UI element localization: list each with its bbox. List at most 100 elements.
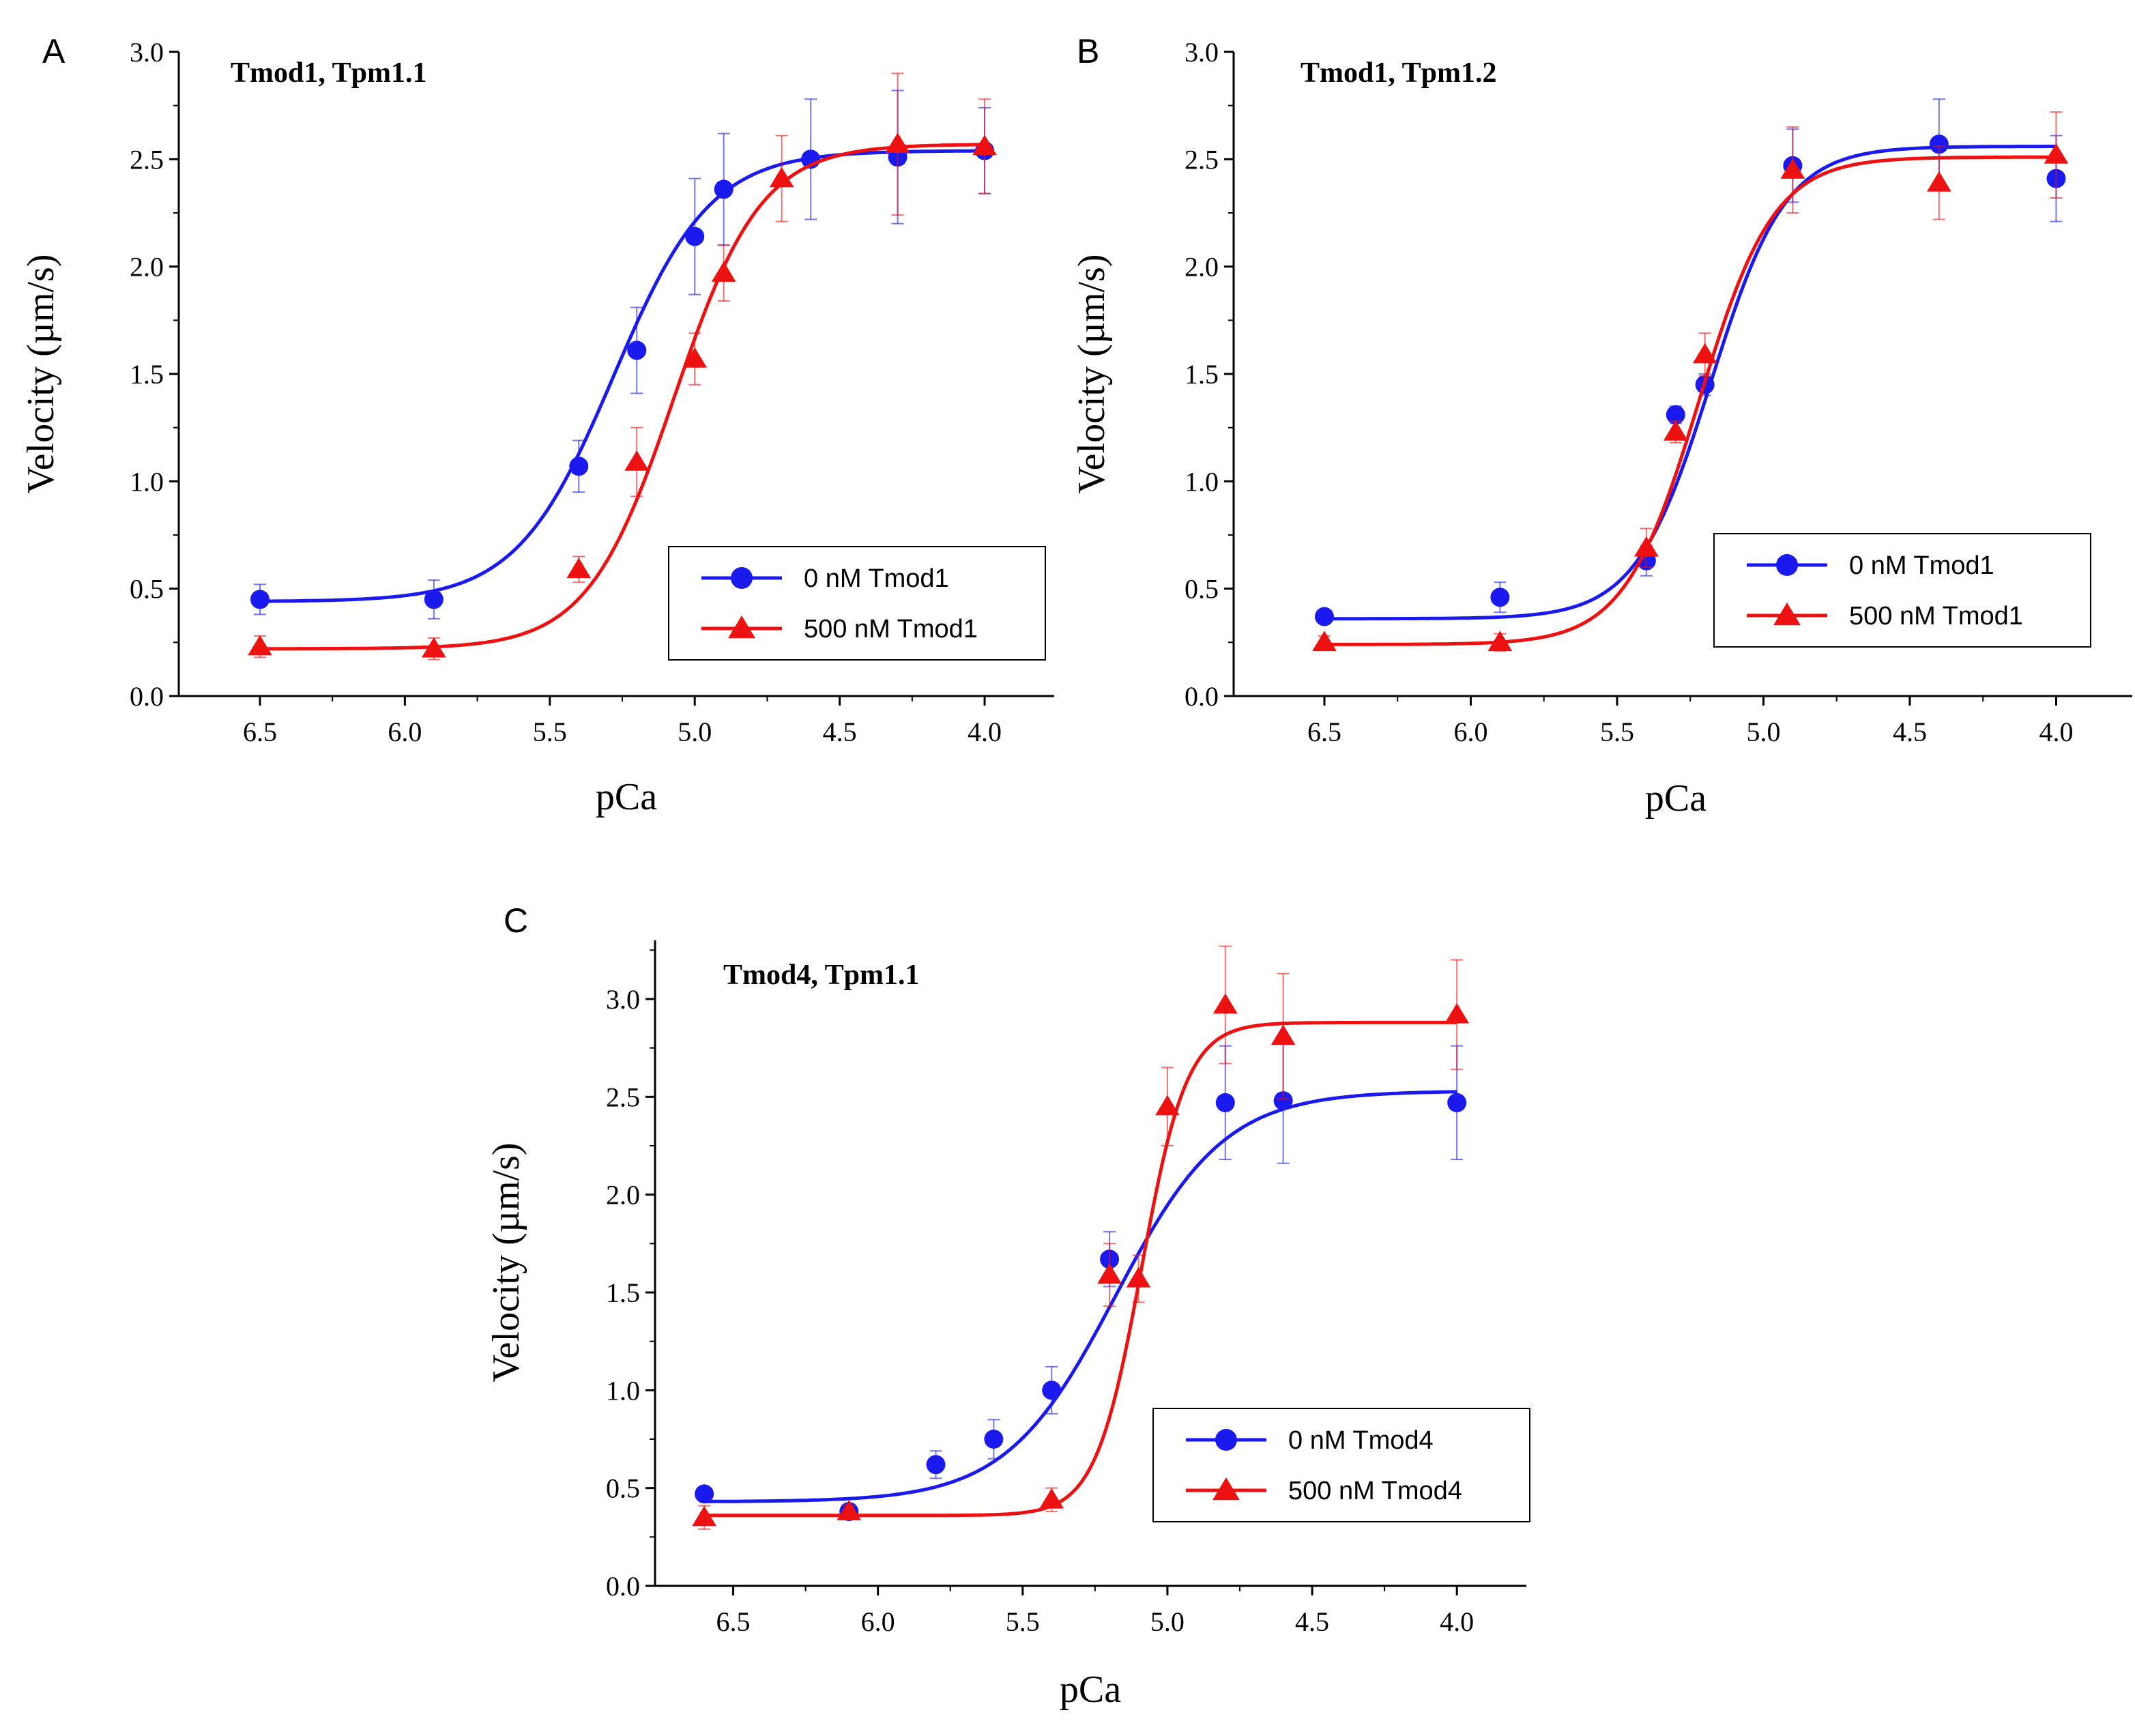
y-tick-label: 0.5 [130,574,164,605]
x-tick-label: 5.0 [1150,1606,1185,1637]
data-point [1487,631,1513,652]
data-point [1444,1002,1470,1024]
data-point [1126,1267,1151,1288]
fit-curve [260,149,985,603]
panel-c: 0.0 0.5 1.0 1.5 2.0 2.5 3.0 6.5 6.0 5.5 5.0 4.5 4.0 C… [485,901,1530,1711]
data-point [624,450,650,471]
panel-label: B [1077,32,1099,70]
data-point [1663,420,1688,441]
panel-a: 0.0 0.5 1.0 1.5 2.0 2.5 3.0 6.5 6.0 5.5 5.0 4.5 4.0 A… [20,32,1054,818]
legend-label: 500 nM Tmod1 [804,615,978,643]
legend-box [1713,533,2091,648]
x-tick-label: 6.0 [388,717,422,747]
x-tick-label: 4.5 [1295,1606,1329,1637]
y-axis-label: Velocity (µm/s) [1071,254,1113,493]
data-point [2044,143,2069,164]
data-point [1490,588,1510,607]
y-tick-label: 0.5 [1185,574,1219,605]
data-point [1927,171,1951,192]
data-point [1929,134,1949,154]
y-tick-label: 2.0 [130,252,164,283]
legend-marker [1212,1477,1240,1501]
data-point [714,179,734,199]
data-point [569,457,589,476]
chart-title: Tmod1, Tpm1.1 [231,57,426,89]
data-point [424,590,444,609]
y-tick-label: 3.0 [1185,37,1219,68]
data-point [692,1505,716,1527]
x-tick-label: 5.5 [1006,1606,1040,1637]
data-point [1447,1093,1467,1112]
chart-title: Tmod4, Tpm1.1 [723,959,919,991]
legend-label: 500 nM Tmod4 [1288,1477,1462,1505]
y-tick-label: 2.0 [1185,252,1219,283]
legend-label: 0 nM Tmod1 [804,564,949,593]
data-point [1155,1095,1180,1116]
data-point [627,341,647,360]
data-point [682,347,708,368]
data-point [250,590,270,609]
data-point [248,635,272,656]
panel-label: C [504,901,528,940]
legend: 0 nM Tmod4 500 nM Tmod4 [1152,1408,1530,1522]
y-tick-label: 3.0 [606,984,640,1015]
data-point [695,1484,714,1504]
y-tick-label: 2.5 [606,1082,640,1112]
x-tick-label: 6.5 [243,717,277,747]
data-point [1039,1488,1064,1509]
legend-label: 0 nM Tmod1 [1849,551,1994,580]
data-point [1273,1091,1293,1111]
data-point [685,227,705,246]
fit-curve [704,1020,1457,1518]
legend-box [1152,1408,1530,1522]
y-axis-label: Velocity (µm/s) [20,254,62,493]
data-point [1312,631,1337,652]
x-tick-label: 5.5 [1600,717,1634,747]
x-axis-label: pCa [596,776,657,818]
legend-label: 500 nM Tmod1 [1849,602,2023,631]
x-tick-label: 5.0 [1746,717,1780,747]
y-axis-label: Velocity (µm/s) [485,1142,527,1382]
data-point [926,1455,946,1475]
data-point [769,167,794,188]
x-tick-label: 4.0 [968,717,1002,747]
fit-curve [260,143,985,651]
legend-marker [1776,554,1798,576]
legend: 0 nM Tmod1 500 nM Tmod1 [668,546,1046,661]
series-treated [1312,111,2069,652]
x-tick-label: 4.5 [1893,717,1927,747]
y-tick-label: 0.0 [1185,681,1219,712]
data-point [1634,536,1659,557]
x-tick-label: 4.5 [823,717,857,747]
data-point [1097,1263,1122,1284]
data-point [1215,1093,1235,1112]
data-point [984,1430,1004,1449]
fit-curve [704,1090,1457,1503]
x-tick-label: 6.0 [1453,717,1487,747]
legend-marker [1215,1429,1237,1451]
y-tick-label: 0.5 [606,1473,640,1504]
x-tick-label: 4.0 [1440,1606,1474,1637]
legend-box [668,546,1046,661]
y-tick-label: 1.0 [130,466,164,497]
y-tick-label: 0.0 [130,681,164,712]
panel-b: 0.0 0.5 1.0 1.5 2.0 2.5 3.0 6.5 6.0 5.5 5.0 4.5 4.0 B… [1071,32,2132,820]
x-tick-label: 5.0 [678,717,712,747]
data-point [837,1500,862,1520]
data-point [1692,343,1717,364]
x-axis-label: pCa [1060,1668,1121,1711]
x-tick-label: 6.0 [861,1606,895,1637]
data-point [1314,607,1334,626]
x-tick-label: 5.5 [533,717,567,747]
data-point [1780,158,1805,179]
panel-label: A [42,32,66,70]
y-tick-label: 2.5 [130,144,164,175]
y-tick-label: 3.0 [130,37,164,68]
data-point [566,558,592,579]
series-treated [692,945,1470,1530]
y-tick-label: 2.5 [1185,144,1219,175]
y-tick-label: 0.0 [606,1571,640,1602]
chart-title: Tmod1, Tpm1.2 [1301,57,1496,89]
legend-marker [728,616,755,639]
